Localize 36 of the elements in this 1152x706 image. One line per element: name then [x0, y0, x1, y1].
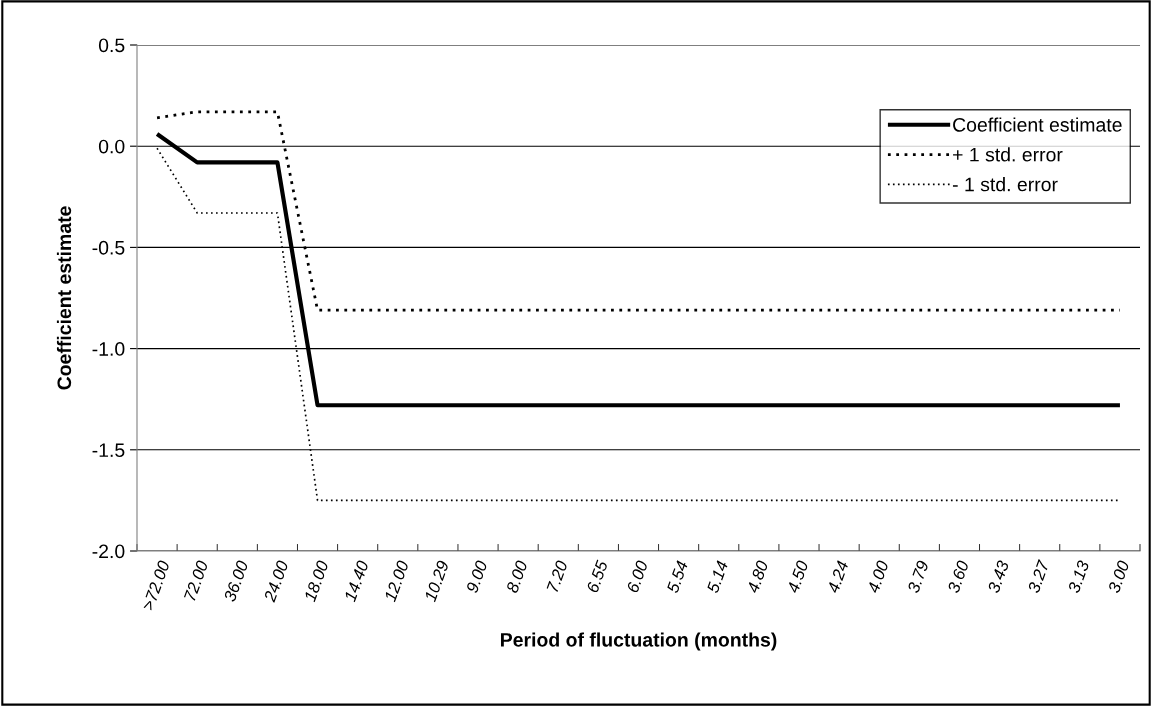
x-tick-label: 4.50 [786, 559, 809, 594]
y-tick-label: 0.5 [98, 38, 125, 53]
x-tick-label: 3.00 [1107, 559, 1130, 594]
y-tick-label: 0.0 [98, 139, 125, 154]
x-tick-label: 5.54 [666, 560, 689, 594]
x-tick-label: 7.20 [546, 559, 568, 593]
legend-label: + 1 std. error [953, 147, 1063, 162]
x-tick-label: 3.79 [907, 559, 929, 594]
x-tick-label: 4.00 [866, 559, 889, 594]
y-tick-label: -2.0 [92, 544, 125, 559]
x-tick-label: 18.00 [303, 559, 329, 603]
x-tick-label: 12.00 [383, 559, 410, 603]
x-tick-label: 14.40 [343, 559, 369, 603]
x-tick-label: 3.43 [987, 559, 1010, 594]
x-tick-label: 3.60 [947, 559, 970, 594]
y-tick-label: -1.0 [92, 342, 125, 356]
x-tick-label: 72.00 [183, 559, 209, 602]
y-tick-label: -1.5 [92, 443, 125, 458]
x-tick-label: 8.00 [505, 559, 528, 594]
y-axis-title: Coefficient estimate [56, 206, 72, 390]
x-tick-label: 6.55 [586, 559, 609, 594]
x-tick-label: 36.00 [223, 559, 249, 603]
x-tick-label: 6.00 [626, 559, 649, 594]
y-tick-label: -0.5 [92, 240, 125, 255]
x-tick-label: 24.00 [263, 559, 289, 603]
x-tick-label: >72.00 [141, 559, 171, 611]
legend-label: - 1 std. error [952, 177, 1058, 192]
x-tick-label: 5.14 [706, 560, 729, 594]
x-tick-label: 3.13 [1067, 559, 1090, 594]
x-tick-label: 4.24 [826, 560, 849, 594]
x-tick-label: 9.00 [465, 559, 488, 594]
x-tick-label: 3.27 [1027, 559, 1050, 594]
x-axis-title: Period of fluctuation (months) [501, 632, 777, 651]
x-tick-label: 4.80 [746, 559, 769, 594]
x-tick-label: 10.29 [424, 559, 450, 603]
legend-label: Coefficient estimate [953, 117, 1122, 132]
